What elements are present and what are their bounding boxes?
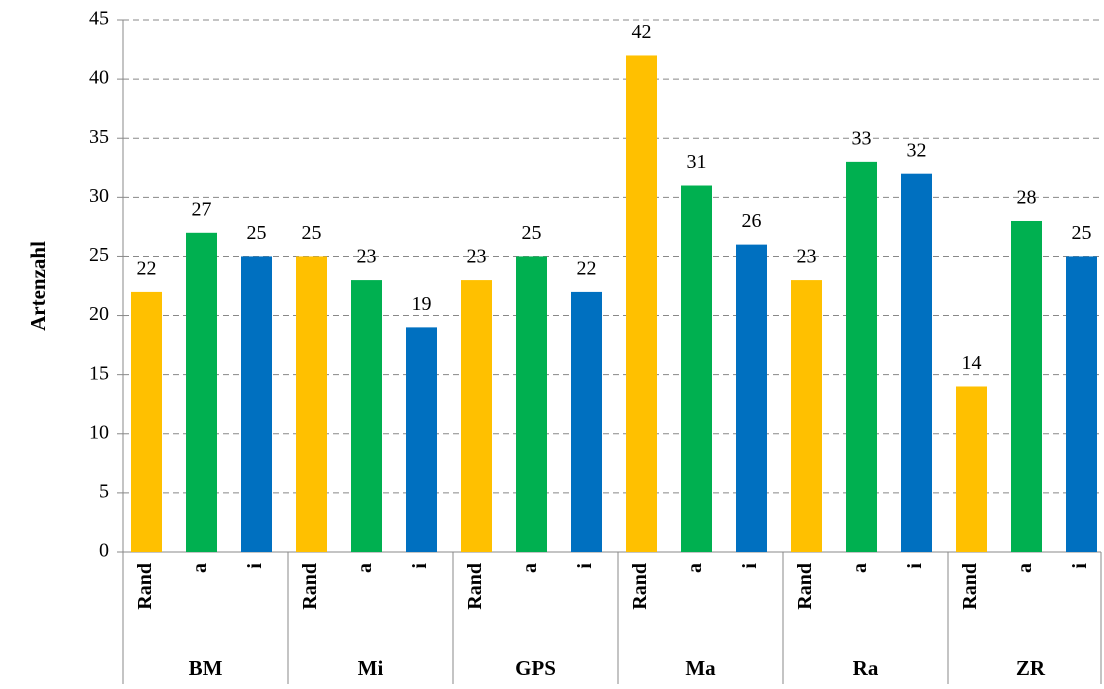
y-tick-label: 5 [99, 480, 109, 502]
bar [956, 386, 987, 552]
y-axis-label: Artenzahl [26, 241, 50, 331]
sub-category-label: a [849, 563, 871, 573]
y-tick-label: 10 [89, 421, 109, 443]
data-label: 31 [687, 151, 707, 173]
data-label: 25 [1072, 222, 1092, 244]
bar [461, 280, 492, 552]
bar [1066, 256, 1097, 552]
sub-category-label: a [189, 563, 211, 573]
y-tick-label: 20 [89, 303, 109, 325]
data-label: 19 [412, 293, 432, 315]
y-tick-label: 15 [89, 362, 109, 384]
bar [241, 256, 272, 552]
y-tick-label: 40 [89, 67, 109, 89]
data-label: 22 [577, 258, 597, 280]
group-label: ZR [1016, 656, 1046, 680]
data-label: 25 [302, 222, 322, 244]
sub-category-label: i [739, 563, 761, 569]
sub-category-label: Rand [299, 563, 321, 610]
bar [406, 327, 437, 552]
data-label: 42 [632, 21, 652, 43]
bar [791, 280, 822, 552]
sub-category-label: i [1069, 563, 1091, 569]
y-tick-label: 25 [89, 244, 109, 266]
data-label: 26 [742, 210, 762, 232]
sub-category-label: i [904, 563, 926, 569]
sub-category-label: a [684, 563, 706, 573]
data-label: 32 [907, 139, 927, 161]
data-label: 22 [137, 258, 157, 280]
sub-category-label: i [409, 563, 431, 569]
group-label: Mi [358, 656, 384, 680]
data-label: 33 [852, 127, 872, 149]
bar [571, 291, 602, 552]
bar [131, 291, 162, 552]
sub-category-label: Rand [629, 563, 651, 610]
sub-category-label: a [354, 563, 376, 573]
y-tick-label: 45 [89, 8, 109, 30]
bar [901, 173, 932, 552]
sub-category-label: Rand [959, 563, 981, 610]
sub-category-label: a [1014, 563, 1036, 573]
sub-category-label: Rand [794, 563, 816, 610]
bar [846, 161, 877, 552]
sub-category-label: i [244, 563, 266, 569]
y-tick-label: 35 [89, 126, 109, 148]
sub-category-label: Rand [134, 563, 156, 610]
bar [516, 256, 547, 552]
sub-category-label: i [574, 563, 596, 569]
group-label: Ma [685, 656, 716, 680]
group-label: Ra [853, 656, 879, 680]
data-label: 23 [797, 246, 817, 268]
data-label: 25 [247, 222, 267, 244]
y-tick-label: 0 [99, 540, 109, 562]
group-label: GPS [515, 656, 556, 680]
data-label: 23 [467, 246, 487, 268]
bar [296, 256, 327, 552]
data-label: 28 [1017, 187, 1037, 209]
data-label: 25 [522, 222, 542, 244]
sub-category-label: a [519, 563, 541, 573]
bar [186, 232, 217, 553]
bar [736, 244, 767, 552]
bar [351, 280, 382, 552]
bar [681, 185, 712, 552]
group-label: BM [189, 656, 223, 680]
data-label: 27 [192, 198, 212, 220]
sub-category-label: Rand [464, 563, 486, 610]
bar [626, 55, 657, 552]
data-label: 14 [962, 352, 982, 374]
data-label: 23 [357, 246, 377, 268]
bar [1011, 220, 1042, 552]
y-tick-label: 30 [89, 185, 109, 207]
